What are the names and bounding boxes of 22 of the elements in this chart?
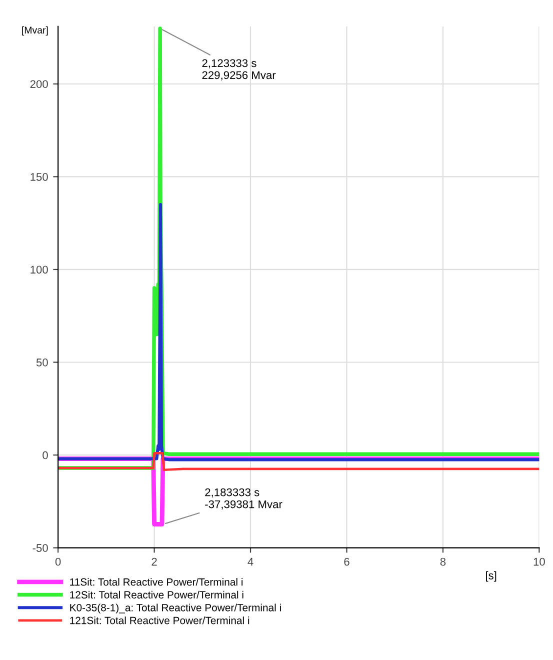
- legend-label: 12Sit: Total Reactive Power/Terminal i: [70, 590, 244, 599]
- x-tick-label: 8: [440, 558, 446, 566]
- legend-label: 11Sit: Total Reactive Power/Terminal i: [70, 578, 243, 586]
- y-axis-title: [Mvar]: [22, 26, 48, 36]
- y-tick-label: 150: [30, 172, 48, 181]
- x-axis-title: [s]: [486, 571, 496, 582]
- y-tick-label: 50: [36, 358, 48, 366]
- y-tick-label: -50: [32, 544, 48, 552]
- x-tick-label: 2: [152, 558, 157, 566]
- line-series: [58, 452, 540, 472]
- x-tick-label: 0: [55, 558, 61, 566]
- y-tick-label: 0: [42, 451, 48, 460]
- line-series: [58, 203, 540, 462]
- legend-label: K0-35(8-1)_a: Total Reactive Power/Terminal i: [70, 604, 281, 614]
- y-tick-label: 200: [30, 80, 48, 88]
- x-tick-label: 6: [344, 558, 350, 566]
- annotation: 2,123333 s 229,9256 Mvar: [202, 59, 276, 80]
- x-tick-label: 4: [248, 558, 254, 566]
- annotation: 2,183333 s -37,39381 Mvar: [205, 488, 282, 510]
- legend-label: 121Sit: Total Reactive Power/Terminal i: [70, 616, 250, 624]
- y-tick-label: 100: [30, 266, 48, 274]
- x-tick-label: 10: [534, 558, 545, 566]
